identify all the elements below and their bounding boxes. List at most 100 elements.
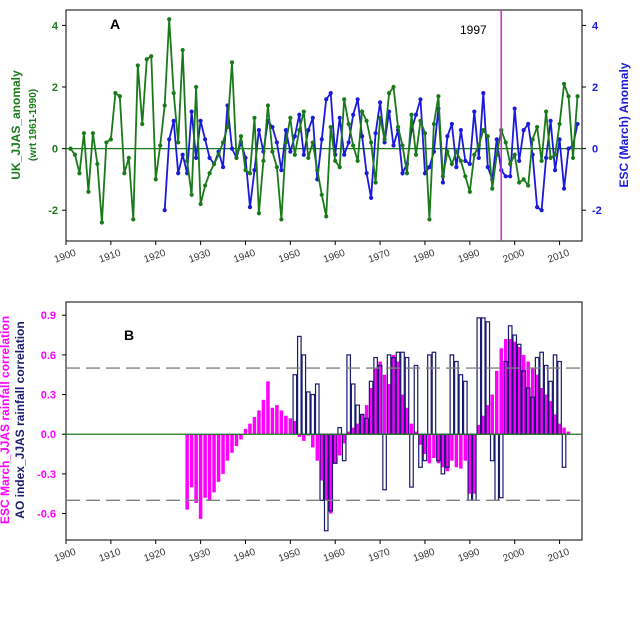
esc-point bbox=[288, 149, 293, 154]
esc-corr-bar bbox=[454, 434, 459, 468]
esc-point bbox=[279, 168, 284, 173]
uk-point bbox=[198, 201, 203, 207]
ao-corr-bar bbox=[409, 433, 414, 488]
uk-point bbox=[68, 146, 73, 151]
esc-corr-bar bbox=[481, 415, 486, 435]
esc-corr-bar bbox=[297, 434, 302, 437]
uk-point bbox=[382, 137, 387, 142]
uk-point bbox=[521, 177, 526, 182]
uk-point bbox=[427, 217, 432, 222]
uk-point bbox=[404, 171, 410, 176]
esc-point bbox=[440, 180, 446, 185]
esc-point bbox=[413, 112, 419, 117]
panel-b: 0.9 0.6 0.3 0.0 -0.3 -0.6 1900 1910 1920 1930 194… bbox=[0, 301, 583, 565]
esc-corr-bar bbox=[266, 381, 270, 435]
uk-point bbox=[566, 94, 571, 99]
uk-point bbox=[171, 91, 176, 96]
esc-point bbox=[463, 158, 468, 164]
uk-point bbox=[440, 174, 446, 179]
esc-corr-bar bbox=[548, 401, 553, 435]
uk-point bbox=[270, 149, 275, 154]
x-tick-label: 1980 bbox=[412, 248, 437, 266]
uk-point bbox=[86, 189, 91, 194]
esc-corr-bar bbox=[315, 434, 320, 461]
uk-point bbox=[530, 137, 535, 142]
esc-point bbox=[539, 208, 544, 213]
esc-point bbox=[310, 115, 315, 120]
esc-corr-bar bbox=[284, 415, 288, 435]
uk-point bbox=[400, 143, 405, 148]
esc-line bbox=[163, 90, 579, 212]
uk-point bbox=[261, 158, 266, 164]
esc-corr-bar bbox=[530, 368, 535, 435]
esc-point bbox=[548, 118, 553, 123]
uk-point bbox=[431, 121, 437, 127]
uk-point bbox=[476, 143, 481, 148]
uk-point bbox=[77, 171, 82, 176]
esc-point bbox=[328, 91, 333, 96]
uk-point bbox=[279, 217, 284, 222]
uk-point bbox=[131, 217, 136, 222]
x-tick-label: 1990 bbox=[457, 547, 482, 565]
right-tick-label: 2 bbox=[592, 82, 598, 94]
uk-point bbox=[176, 140, 181, 145]
esc-corr-bar bbox=[409, 423, 414, 435]
uk-point bbox=[413, 152, 419, 157]
uk-point bbox=[247, 171, 253, 176]
esc-corr-bar bbox=[306, 434, 311, 436]
esc-point bbox=[292, 134, 297, 139]
y-tick-label: 0.0 bbox=[41, 429, 56, 441]
esc-point bbox=[400, 171, 405, 176]
esc-corr-bar bbox=[257, 410, 261, 435]
uk-point bbox=[292, 152, 297, 157]
esc-point bbox=[454, 164, 459, 170]
esc-corr-bar bbox=[468, 434, 472, 494]
panel-b-letter: B bbox=[124, 327, 134, 343]
esc-point bbox=[458, 128, 463, 133]
panel-b-y-axis: 0.9 0.6 0.3 0.0 -0.3 -0.6 bbox=[37, 310, 66, 521]
uk-point bbox=[324, 214, 329, 219]
panel-a-letter: A bbox=[110, 16, 120, 32]
uk-point bbox=[342, 97, 347, 102]
esc-point bbox=[342, 152, 347, 157]
uk-point bbox=[306, 155, 311, 160]
panel-a-left-sublabel: (wrt 1961-1990) bbox=[28, 89, 39, 161]
ao-corr-bar bbox=[454, 360, 459, 435]
x-tick-label: 1900 bbox=[53, 248, 78, 266]
esc-point bbox=[418, 97, 423, 102]
uk-point bbox=[126, 155, 131, 160]
esc-corr-bar bbox=[566, 431, 571, 435]
esc-corr-bar bbox=[521, 354, 526, 435]
esc-point bbox=[324, 97, 329, 102]
ao-corr-bar bbox=[337, 427, 343, 435]
x-tick-label: 1990 bbox=[457, 248, 482, 266]
esc-point bbox=[503, 174, 508, 179]
esc-corr-bar bbox=[333, 434, 337, 464]
uk-point bbox=[180, 47, 185, 53]
esc-corr-bar bbox=[423, 434, 427, 455]
ao-corr-bar bbox=[557, 360, 562, 435]
esc-corr-bar bbox=[472, 434, 477, 494]
uk-point bbox=[99, 220, 104, 225]
uk-point bbox=[252, 115, 257, 120]
uk-point bbox=[481, 128, 486, 133]
uk-point bbox=[512, 152, 517, 157]
esc-corr-bar bbox=[275, 405, 279, 435]
uk-point bbox=[395, 124, 401, 130]
esc-point bbox=[512, 106, 517, 111]
esc-point bbox=[535, 205, 540, 210]
panel-b-frame bbox=[65, 301, 583, 541]
x-tick-label: 2010 bbox=[546, 547, 571, 565]
esc-corr-bar bbox=[477, 424, 481, 435]
esc-corr-bar bbox=[355, 423, 360, 435]
panel-b-outer-label: ESC March_JJAS rainfall correlation bbox=[0, 316, 12, 524]
esc-corr-bar bbox=[337, 434, 342, 456]
uk-point bbox=[391, 84, 396, 90]
esc-point bbox=[252, 168, 257, 173]
x-tick-label: 1930 bbox=[187, 248, 212, 266]
esc-point bbox=[485, 164, 490, 170]
esc-corr-bar bbox=[288, 418, 293, 435]
esc-point bbox=[472, 109, 477, 114]
esc-corr-bar bbox=[293, 421, 297, 435]
esc-corr-bar bbox=[553, 414, 557, 435]
